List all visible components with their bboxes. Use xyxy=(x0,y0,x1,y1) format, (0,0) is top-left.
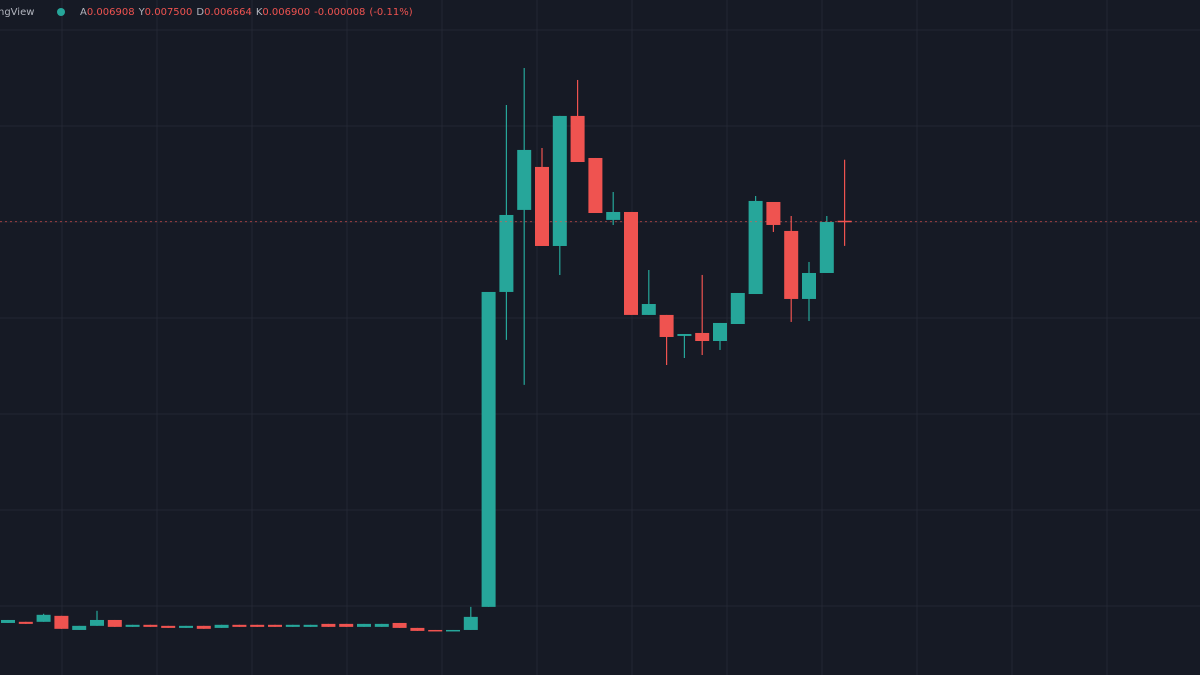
candle-body xyxy=(748,200,763,295)
candle-body xyxy=(303,624,318,627)
legend-change-pct: (-0.11%) xyxy=(369,7,412,18)
candle-body xyxy=(606,211,621,220)
candle-body xyxy=(250,624,265,627)
chart-title: ngView xyxy=(0,7,34,18)
candle-body xyxy=(446,629,460,632)
legend-change: -0.000008 xyxy=(314,7,365,18)
ohlc-legend: A0.006908 Y0.007500 D0.006664 K0.006900 -0.0… xyxy=(80,7,413,18)
candle-body xyxy=(677,333,692,336)
candle-body xyxy=(481,291,496,607)
candle-body xyxy=(90,619,104,626)
candle-body xyxy=(784,230,799,299)
candle-body xyxy=(463,616,478,630)
candle-body xyxy=(339,623,354,627)
candle-body xyxy=(499,214,514,292)
candle-body xyxy=(588,157,603,214)
candle-body xyxy=(18,621,33,624)
candle-body xyxy=(107,619,122,627)
candle-body xyxy=(713,322,727,342)
candle-body xyxy=(232,624,247,627)
candle-body xyxy=(730,292,745,324)
candle-body xyxy=(624,211,638,315)
candle-body xyxy=(535,166,549,246)
candle-body xyxy=(552,115,567,246)
candle-body xyxy=(161,625,176,628)
candle-body xyxy=(570,115,585,162)
candle-body xyxy=(143,624,158,627)
candle-body xyxy=(517,149,532,210)
candle-body xyxy=(641,304,656,315)
candle-body xyxy=(410,627,425,631)
legend-value: 0.006900 xyxy=(262,7,310,18)
candle-body xyxy=(659,314,674,337)
legend-prefix: A xyxy=(80,7,87,18)
candle-body xyxy=(392,622,407,628)
candle-body xyxy=(321,623,336,627)
candle-body xyxy=(36,614,51,622)
legend-value: 0.007500 xyxy=(145,7,193,18)
candle-body xyxy=(72,625,87,630)
candle-body xyxy=(268,624,282,627)
legend-prefix: K xyxy=(256,7,263,18)
candle-body xyxy=(428,629,443,632)
candle-body xyxy=(214,624,229,628)
candle-body xyxy=(695,332,710,342)
status-dot xyxy=(57,8,65,16)
plot-area xyxy=(0,68,1200,632)
candle-body xyxy=(196,625,211,629)
legend-prefix: Y xyxy=(138,7,146,18)
legend-prefix: D xyxy=(196,7,204,18)
candle-body xyxy=(802,272,816,299)
candle-body xyxy=(837,220,852,223)
candle-body xyxy=(374,623,389,627)
legend-value: 0.006908 xyxy=(87,7,135,18)
candle-body xyxy=(766,201,781,225)
candle-body xyxy=(179,625,193,628)
legend-value: 0.006664 xyxy=(204,7,252,18)
candle-body xyxy=(1,619,15,623)
candle-body xyxy=(819,221,834,273)
candle-body xyxy=(54,615,69,629)
candle-body xyxy=(357,623,371,627)
candle-body xyxy=(285,624,300,627)
candle-body xyxy=(125,624,140,627)
